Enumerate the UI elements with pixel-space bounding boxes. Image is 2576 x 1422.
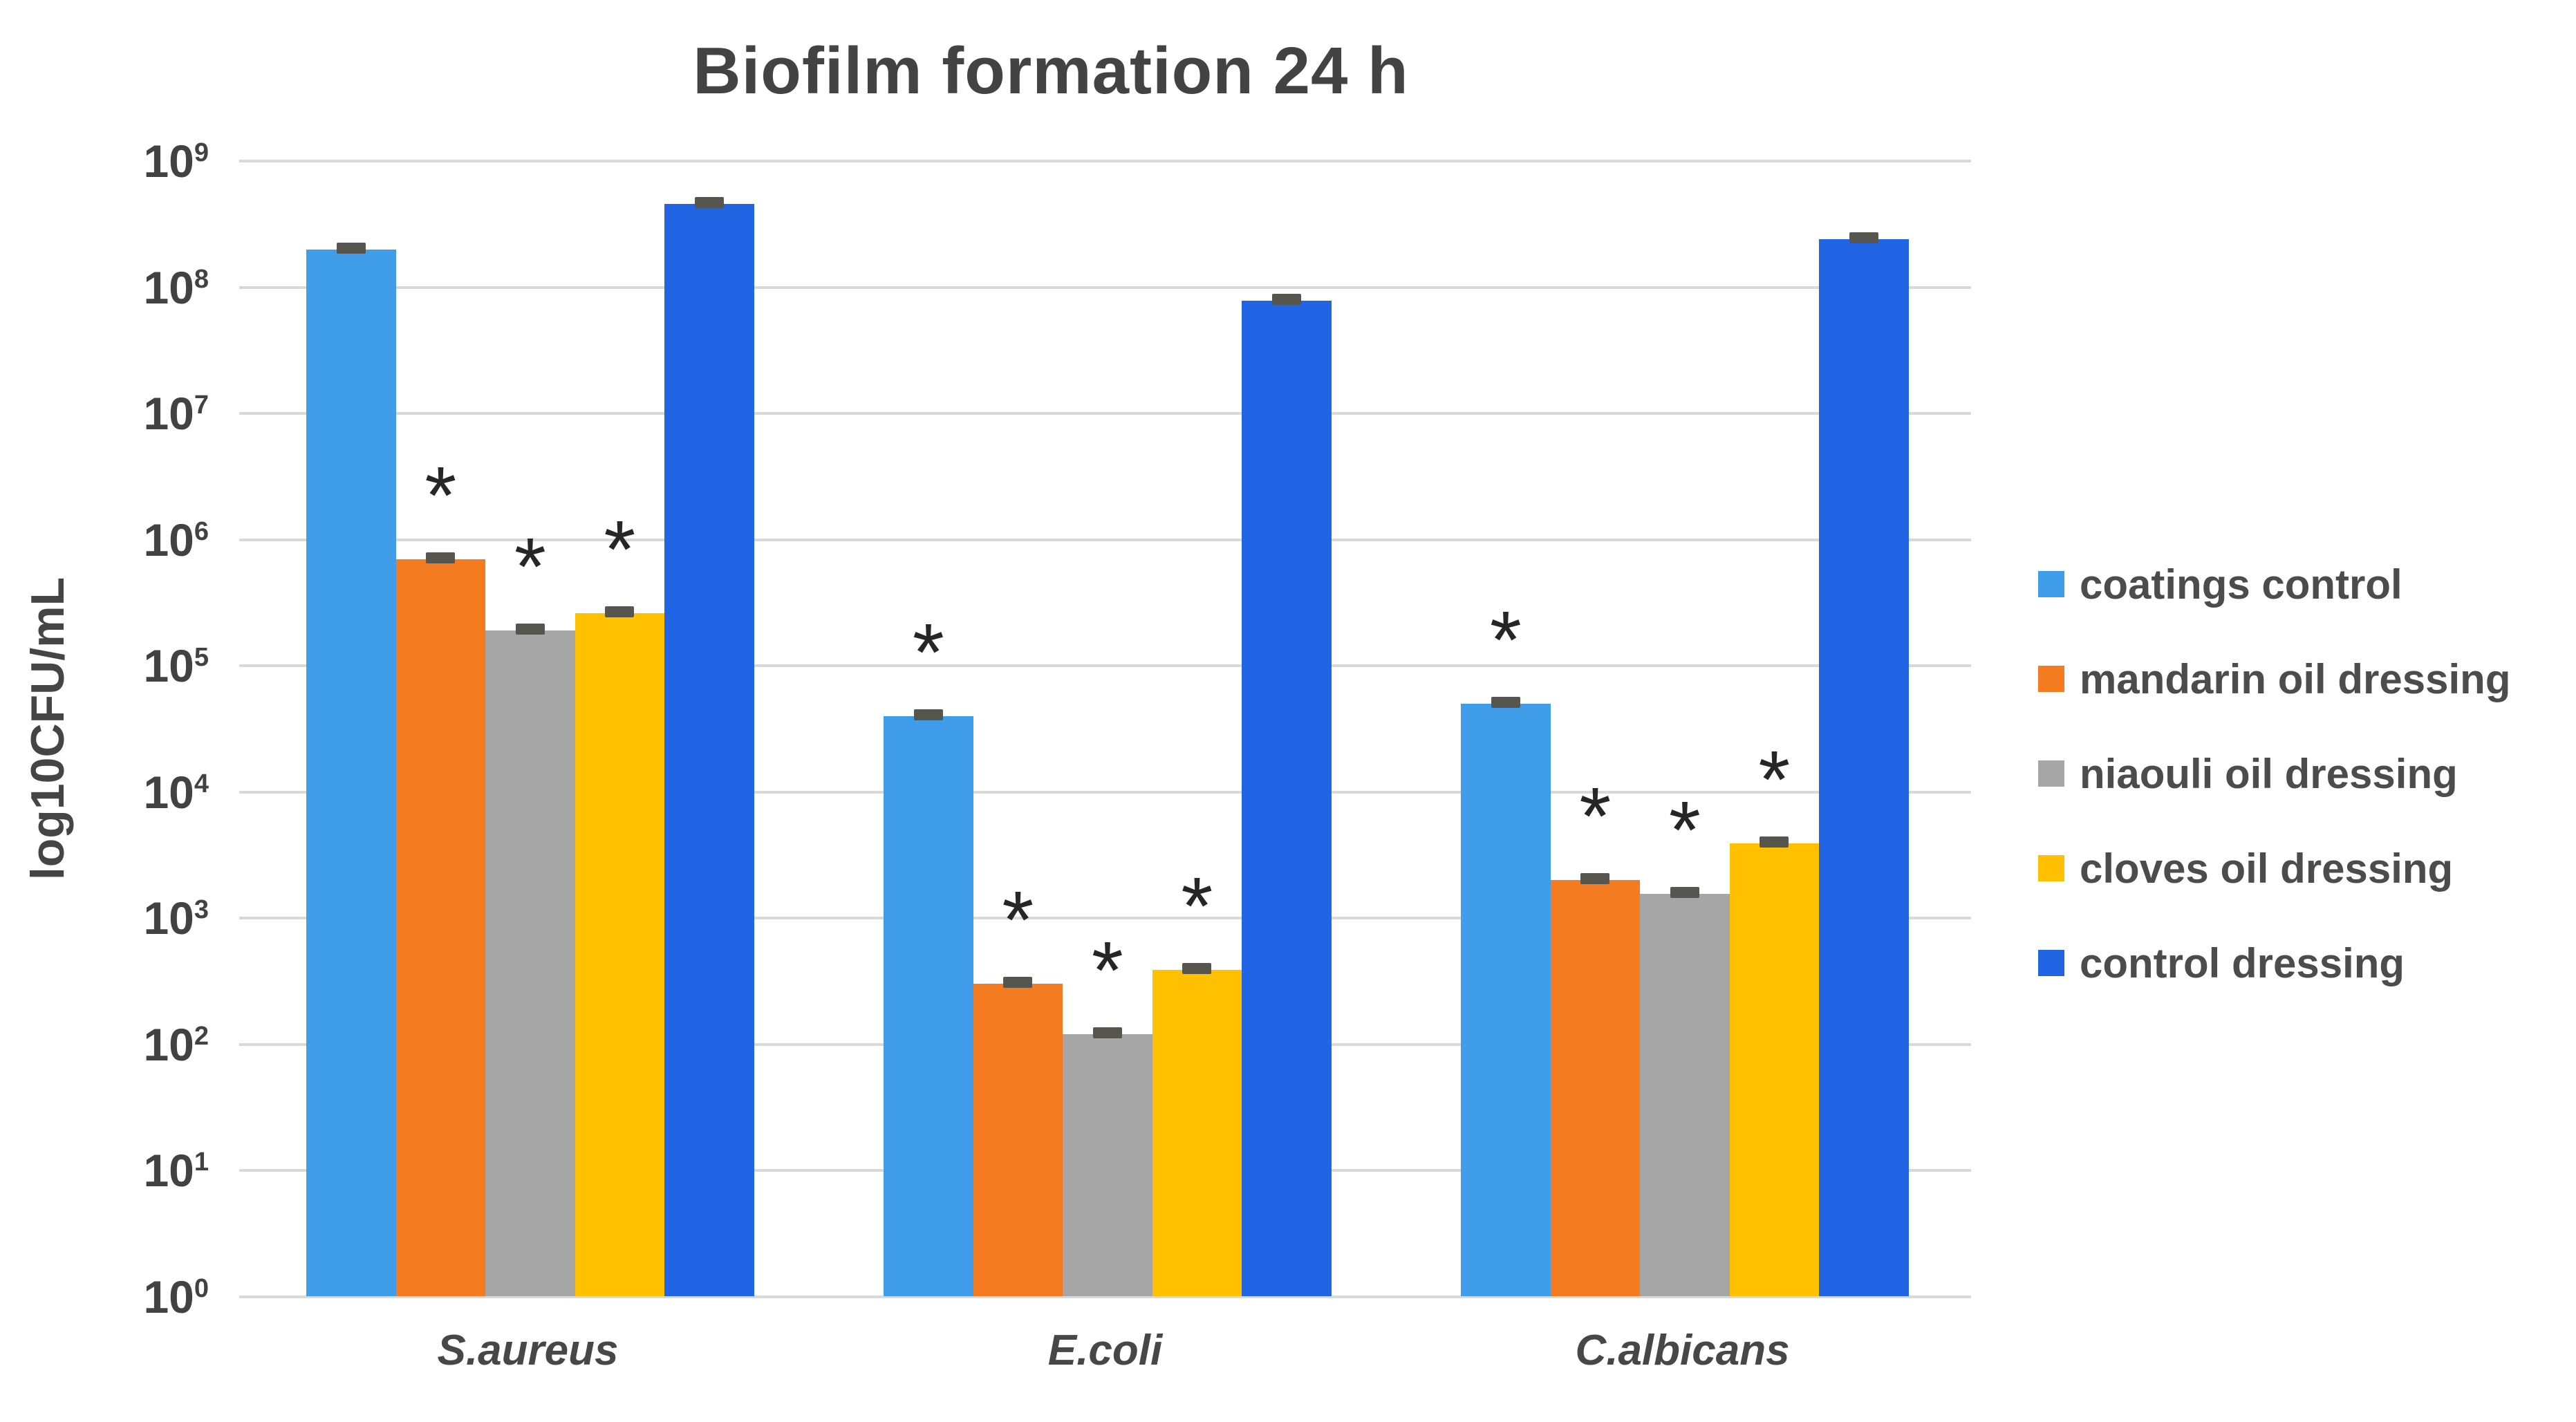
error-bar-cap bbox=[1092, 1027, 1122, 1039]
bar-cloves-oil-dressing-Ecoli bbox=[1152, 969, 1242, 1297]
significance-asterisk: * bbox=[1002, 874, 1034, 966]
category-label-Ecoli: E.coli bbox=[1047, 1327, 1163, 1374]
gridline bbox=[239, 412, 1971, 415]
legend-swatch bbox=[2038, 760, 2064, 787]
bar-mandarin-oil-dressing-Ecoli bbox=[973, 984, 1063, 1297]
error-bar-cap bbox=[426, 552, 456, 563]
bar-coatings-control-Calbicans bbox=[1461, 703, 1551, 1297]
legend-swatch bbox=[2038, 855, 2064, 881]
error-bar-cap bbox=[1760, 836, 1789, 848]
bar-coatings-control-Ecoli bbox=[884, 715, 973, 1297]
significance-asterisk: * bbox=[1668, 785, 1701, 877]
error-bar-cap bbox=[1003, 977, 1033, 989]
gridline bbox=[239, 286, 1971, 289]
significance-asterisk: * bbox=[604, 504, 636, 596]
legend-item: niaouli oil dressing bbox=[2038, 751, 2458, 797]
y-tick-label: 101 bbox=[143, 1145, 209, 1196]
error-bar-cap bbox=[605, 606, 635, 618]
category-label-Saureus: S.aureus bbox=[437, 1327, 619, 1374]
error-bar-cap bbox=[1849, 232, 1878, 244]
significance-asterisk: * bbox=[1181, 860, 1213, 952]
error-bar-cap bbox=[1271, 294, 1301, 306]
significance-asterisk: * bbox=[424, 449, 457, 541]
error-bar-cap bbox=[1182, 962, 1212, 974]
error-bar-cap bbox=[1670, 887, 1699, 899]
y-tick-label: 106 bbox=[143, 514, 209, 565]
gridline bbox=[239, 160, 1971, 162]
error-bar-cap bbox=[1491, 696, 1520, 708]
y-tick-label: 102 bbox=[143, 1018, 209, 1070]
error-bar-cap bbox=[913, 709, 943, 720]
legend-label: cloves oil dressing bbox=[2080, 845, 2454, 892]
legend-swatch bbox=[2038, 666, 2064, 692]
y-tick-label: 105 bbox=[143, 640, 209, 691]
bar-control-dressing-Calbicans bbox=[1819, 239, 1909, 1297]
bar-cloves-oil-dressing-Calbicans bbox=[1729, 843, 1820, 1297]
bar-mandarin-oil-dressing-Calbicans bbox=[1550, 880, 1641, 1297]
legend-swatch bbox=[2038, 571, 2064, 597]
significance-asterisk: * bbox=[1579, 771, 1612, 863]
legend-label: coatings control bbox=[2080, 561, 2402, 608]
category-label-Calbicans: C.albicans bbox=[1575, 1327, 1790, 1374]
bar-niaouli-oil-dressing-Ecoli bbox=[1063, 1034, 1152, 1297]
significance-asterisk: * bbox=[1091, 925, 1123, 1017]
bar-control-dressing-Ecoli bbox=[1242, 301, 1332, 1297]
y-tick-label: 107 bbox=[143, 388, 209, 439]
bar-coatings-control-Saureus bbox=[306, 249, 396, 1297]
gridline bbox=[239, 664, 1971, 667]
legend-swatch bbox=[2038, 950, 2064, 976]
significance-asterisk: * bbox=[1758, 734, 1791, 826]
error-bar-cap bbox=[515, 624, 545, 635]
bar-mandarin-oil-dressing-Saureus bbox=[395, 559, 486, 1297]
y-tick-label: 103 bbox=[143, 892, 209, 944]
significance-asterisk: * bbox=[912, 606, 944, 698]
gridline bbox=[239, 1295, 1971, 1298]
legend-label: niaouli oil dressing bbox=[2080, 750, 2458, 797]
gridline bbox=[239, 917, 1971, 919]
bar-niaouli-oil-dressing-Calbicans bbox=[1640, 894, 1730, 1297]
y-tick-label: 108 bbox=[143, 261, 209, 313]
error-bar-cap bbox=[336, 242, 366, 254]
y-tick-label: 104 bbox=[143, 766, 209, 818]
legend-item: coatings control bbox=[2038, 561, 2402, 608]
y-tick-label: 100 bbox=[143, 1271, 209, 1322]
gridline bbox=[239, 538, 1971, 541]
significance-asterisk: * bbox=[1489, 594, 1522, 686]
bar-cloves-oil-dressing-Saureus bbox=[575, 613, 665, 1297]
y-tick-label: 109 bbox=[143, 135, 209, 187]
legend-item: cloves oil dressing bbox=[2038, 845, 2454, 892]
legend-label: mandarin oil dressing bbox=[2080, 655, 2511, 702]
error-bar-cap bbox=[1580, 873, 1610, 885]
bar-control-dressing-Saureus bbox=[664, 203, 754, 1297]
gridline bbox=[239, 790, 1971, 794]
legend-label: control dressing bbox=[2080, 939, 2405, 986]
legend-item: control dressing bbox=[2038, 939, 2405, 986]
chart-title: Biofilm formation 24 h bbox=[693, 34, 1409, 108]
error-bar-cap bbox=[694, 196, 724, 208]
bar-niaouli-oil-dressing-Saureus bbox=[485, 630, 575, 1297]
significance-asterisk: * bbox=[514, 521, 546, 613]
legend-item: mandarin oil dressing bbox=[2038, 655, 2511, 702]
